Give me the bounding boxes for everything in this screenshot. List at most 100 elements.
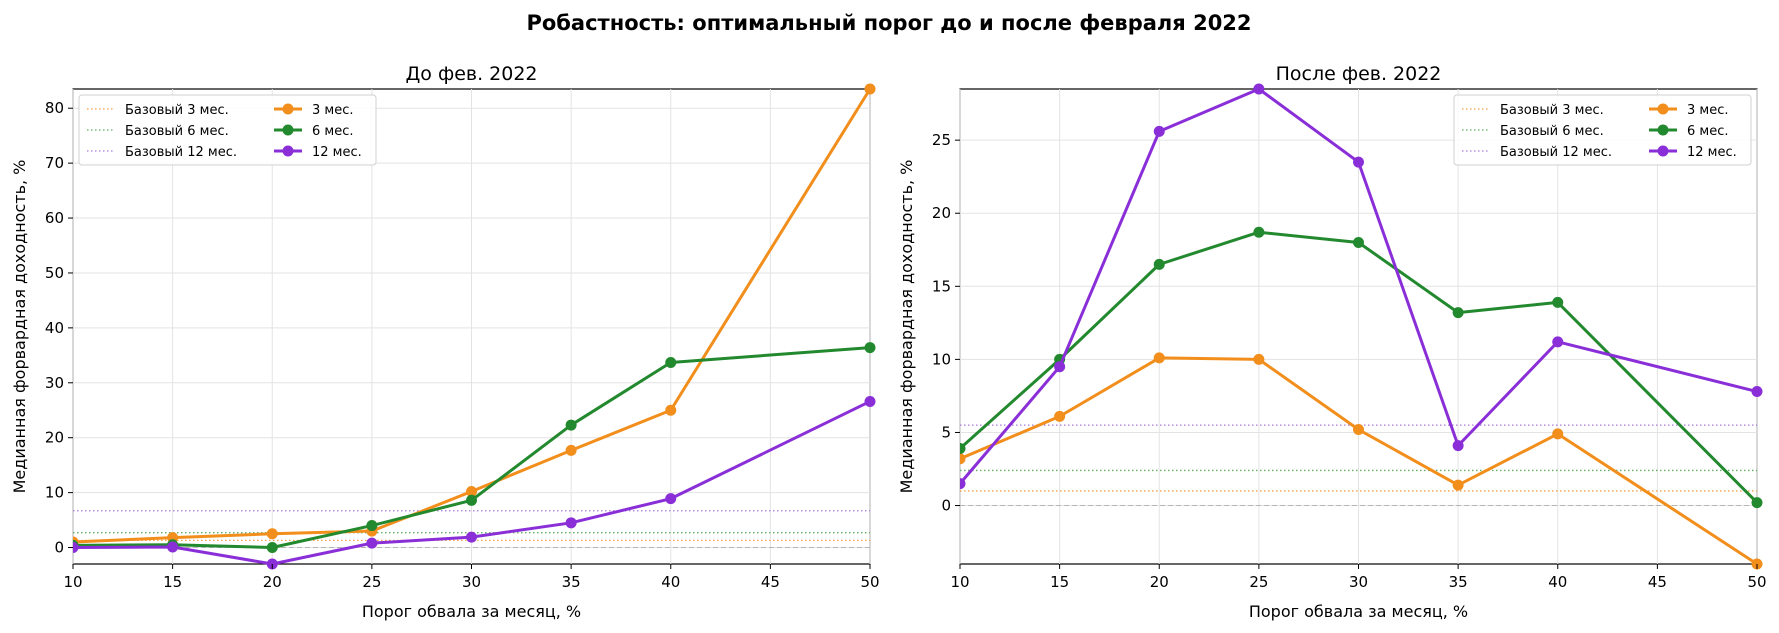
y-tick-label: 20 (45, 429, 64, 447)
x-tick-label: 50 (860, 573, 879, 591)
series-line (73, 346, 871, 550)
y-tick-label: 80 (45, 99, 64, 117)
y-tick-label: 10 (45, 484, 64, 502)
data-point (960, 453, 966, 465)
legend-series-marker (282, 124, 294, 136)
data-point (565, 444, 577, 456)
legend-entry-label: 12 мес. (1687, 145, 1737, 160)
data-point (366, 537, 378, 549)
y-tick-label: 0 (54, 539, 64, 557)
series-line (960, 230, 1759, 504)
data-point (1153, 352, 1165, 364)
data-point (565, 419, 577, 431)
legend-entry-label: Базовый 12 мес. (1500, 145, 1612, 160)
data-point (864, 342, 876, 354)
data-point (73, 542, 79, 554)
y-tick-label: 70 (45, 154, 64, 172)
legend-series-marker (1657, 103, 1669, 115)
x-axis-label: Порог обвала за месяц, % (1249, 602, 1468, 621)
x-tick-label: 25 (1249, 573, 1268, 591)
y-tick-label: 40 (45, 319, 64, 337)
legend-box (78, 94, 377, 166)
data-point (665, 493, 677, 505)
data-point (565, 517, 577, 529)
data-point (960, 443, 966, 455)
data-point (1452, 479, 1464, 491)
legend-series-marker (282, 145, 294, 157)
data-point (1452, 440, 1464, 452)
y-tick-label: 60 (45, 209, 64, 227)
x-tick-label: 15 (163, 573, 182, 591)
chart-title: До фев. 2022 (405, 63, 537, 85)
y-tick-label: 20 (932, 204, 951, 222)
data-point (1353, 236, 1364, 248)
x-tick-label: 20 (263, 573, 282, 591)
legend-box (1453, 94, 1752, 166)
legend-entry-label: Базовый 3 мес. (125, 103, 229, 118)
data-point (1552, 336, 1564, 348)
x-tick-label: 50 (1747, 573, 1766, 591)
legend: Базовый 3 мес. Базовый 6 мес. Базовый 12 м… (1453, 94, 1752, 166)
data-point (1253, 353, 1265, 365)
series-line (960, 356, 1758, 566)
series-line (73, 88, 872, 544)
x-tick-label: 35 (1449, 573, 1468, 591)
legend: Базовый 3 мес. Базовый 6 мес. Базовый 12 м… (78, 94, 377, 166)
legend-entry-label: 6 мес. (312, 124, 354, 139)
x-tick-label: 30 (1349, 573, 1368, 591)
series-line (960, 87, 1758, 485)
data-point (1054, 410, 1066, 422)
legend-entry-label: 6 мес. (1687, 124, 1729, 139)
data-point (864, 395, 876, 407)
x-tick-label: 45 (1648, 573, 1667, 591)
x-tick-label: 15 (1050, 573, 1069, 591)
data-point (167, 541, 179, 553)
data-point (1153, 258, 1165, 270)
x-tick-label: 35 (562, 573, 581, 591)
data-point (960, 478, 966, 490)
legend-entry-label: 3 мес. (1687, 103, 1729, 118)
data-point (1054, 361, 1066, 373)
legend-series-marker (1657, 145, 1669, 157)
data-point (1751, 497, 1763, 509)
y-tick-label: 50 (45, 264, 64, 282)
data-point (266, 542, 278, 554)
y-tick-label: 25 (932, 131, 951, 149)
data-point (1153, 125, 1165, 137)
y-tick-label: 15 (932, 277, 951, 295)
data-point (466, 486, 477, 498)
data-point (366, 520, 378, 532)
y-axis-label: Медианная форвардная доходность, % (897, 160, 916, 494)
legend-entry-label: Базовый 3 мес. (1500, 103, 1604, 118)
x-axis-label: Порог обвала за месяц, % (362, 602, 581, 621)
x-tick-label: 45 (761, 573, 780, 591)
legend-series-marker (1657, 124, 1669, 136)
data-point (1552, 428, 1564, 440)
y-axis-label: Медианная форвардная доходность, % (10, 160, 29, 494)
chart-before-feb-2022: До фев. 2022 Порог обвала за месяц, % Ме… (10, 63, 880, 621)
chart-title: После фев. 2022 (1276, 63, 1442, 85)
data-point (1253, 226, 1265, 238)
x-tick-label: 30 (462, 573, 481, 591)
legend-entry-label: Базовый 12 мес. (125, 145, 237, 160)
x-tick-label: 20 (1150, 573, 1169, 591)
data-point (665, 404, 677, 416)
figure-title: Робастность: оптимальный порог до и посл… (526, 11, 1251, 35)
legend-entry-label: Базовый 6 мес. (1500, 124, 1604, 139)
series-line (73, 400, 871, 566)
data-point (1253, 83, 1265, 95)
legend-entry-label: 3 мес. (312, 103, 354, 118)
data-point (1353, 424, 1364, 436)
legend-entry-label: Базовый 6 мес. (125, 124, 229, 139)
data-point (266, 528, 278, 540)
y-tick-label: 30 (45, 374, 64, 392)
x-tick-label: 25 (362, 573, 381, 591)
x-tick-label: 40 (1548, 573, 1567, 591)
data-point (1353, 156, 1364, 168)
data-point (864, 83, 876, 95)
y-tick-label: 5 (941, 423, 951, 441)
legend-entry-label: 12 мес. (312, 145, 362, 160)
data-point (665, 356, 677, 368)
data-point (1452, 307, 1464, 319)
